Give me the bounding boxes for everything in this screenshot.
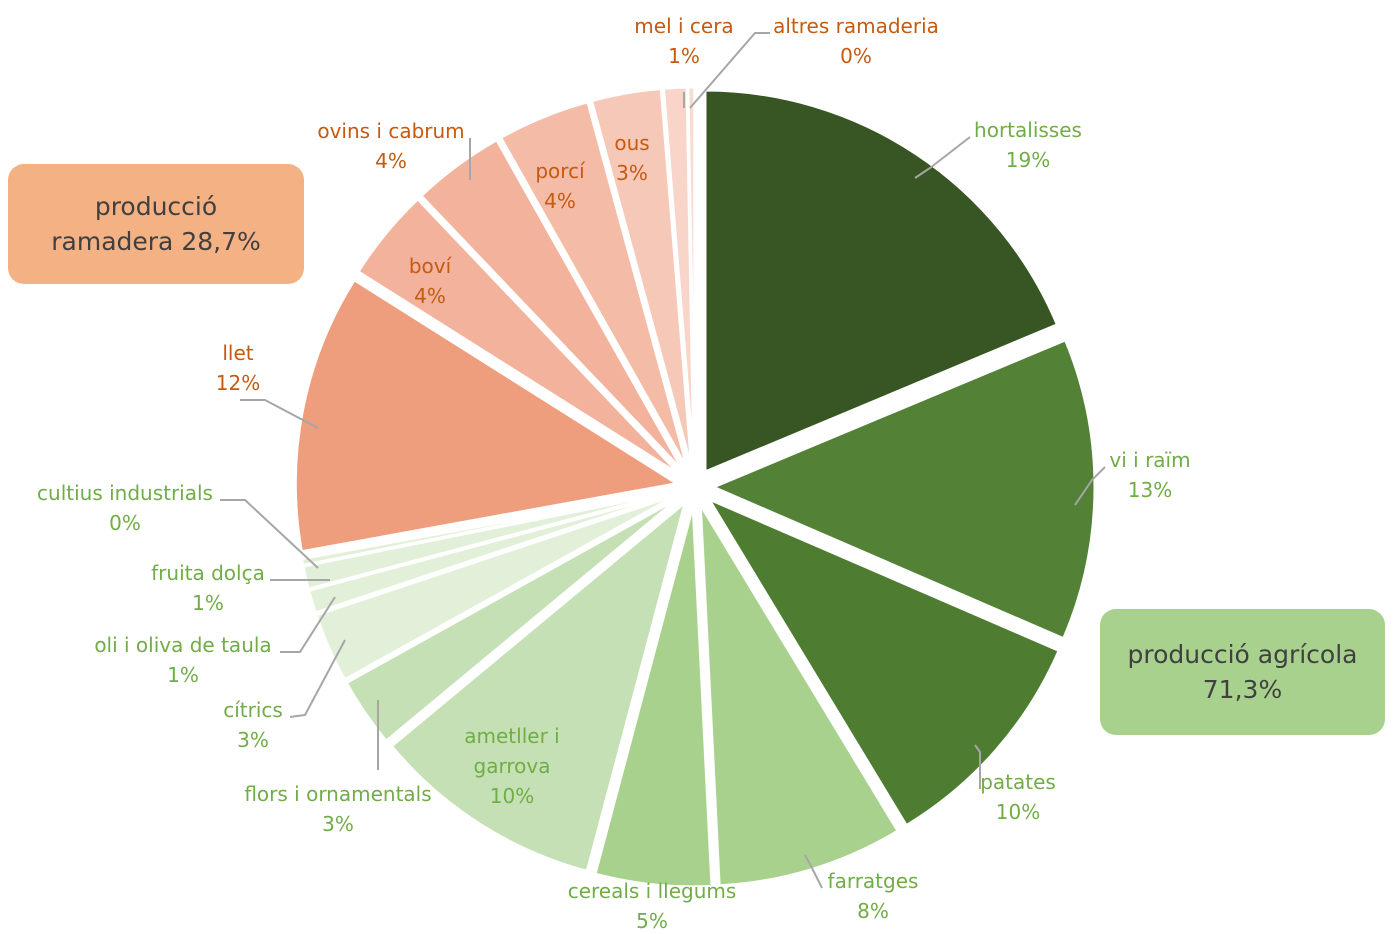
slice-value-label: 10% (996, 800, 1040, 824)
leader-line (240, 399, 319, 429)
pie-slice (355, 196, 683, 477)
slice-value-label: 8% (857, 899, 889, 923)
total-agricola-label: producció agrícola (1127, 640, 1358, 669)
leader-line (280, 596, 336, 653)
leader-line (289, 639, 346, 718)
pie-slice (593, 504, 714, 889)
slice-name-label: hortalisses (974, 118, 1082, 142)
total-ramadera-box: producció ramadera 28,7% (8, 164, 304, 284)
pie-slice (704, 495, 1062, 828)
slice-name-label: boví (409, 254, 453, 278)
slice-value-label: 12% (216, 371, 260, 395)
slice-name-label: ametller i (464, 724, 559, 748)
slice-name-label: farratges (828, 869, 919, 893)
slice-value-label: 13% (1128, 478, 1172, 502)
slice-name-label: ous (614, 131, 649, 155)
pie-slice (344, 495, 682, 744)
slice-name-label: patates (980, 770, 1056, 794)
total-agricola-value: 71,3% (1202, 675, 1283, 704)
slice-value-label: 0% (840, 44, 872, 68)
slice-name-label: cultius industrials (37, 481, 213, 505)
slice-value-label: 5% (636, 909, 668, 933)
slice-name-label: cítrics (223, 698, 283, 722)
slice-name-label: garrova (474, 754, 551, 778)
total-agricola-box: producció agrícola 71,3% (1100, 609, 1385, 735)
slice-value-label: 0% (109, 511, 141, 535)
slice-name-label: mel i cera (634, 14, 733, 38)
slice-name-label: vi i raïm (1109, 448, 1190, 472)
slice-name-label: ovins i cabrum (317, 119, 464, 143)
total-ramadera-label: producció ramadera 28,7% (51, 192, 261, 256)
slice-value-label: 3% (322, 812, 354, 836)
slice-name-label: fruita dolça (151, 561, 265, 585)
slice-value-label: 3% (616, 161, 648, 185)
leader-line (914, 136, 971, 179)
slice-value-label: 3% (237, 728, 269, 752)
slice-name-label: cereals i llegums (568, 879, 737, 903)
pie-slice (418, 137, 686, 474)
leader-line (220, 499, 319, 569)
pie-slice (686, 85, 697, 470)
slice-value-label: 4% (414, 284, 446, 308)
pie-slice (709, 337, 1097, 641)
slice-name-label: flors i ornamentals (244, 782, 431, 806)
leader-line (1074, 466, 1106, 506)
slice-name-label: oli i oliva de taula (94, 633, 271, 657)
slice-name-label: llet (222, 341, 253, 365)
pie-slice (389, 498, 688, 874)
pie-slice (293, 277, 682, 554)
slice-name-label: porcí (535, 159, 586, 183)
slice-value-label: 19% (1006, 148, 1050, 172)
pie-slice (314, 492, 680, 682)
leader-line (804, 854, 823, 889)
slice-value-label: 10% (490, 784, 534, 808)
slice-value-label: 1% (192, 591, 224, 615)
slice-value-label: 4% (544, 189, 576, 213)
pie-slice (498, 99, 690, 472)
pie-slice (703, 88, 1060, 475)
slice-value-label: 4% (375, 149, 407, 173)
slice-value-label: 1% (167, 663, 199, 687)
leader-line (689, 32, 770, 109)
pie-slice (299, 488, 678, 568)
pie-slice (589, 86, 694, 470)
slice-name-label: altres ramaderia (773, 14, 939, 38)
slice-value-label: 1% (668, 44, 700, 68)
leader-line (974, 744, 981, 789)
